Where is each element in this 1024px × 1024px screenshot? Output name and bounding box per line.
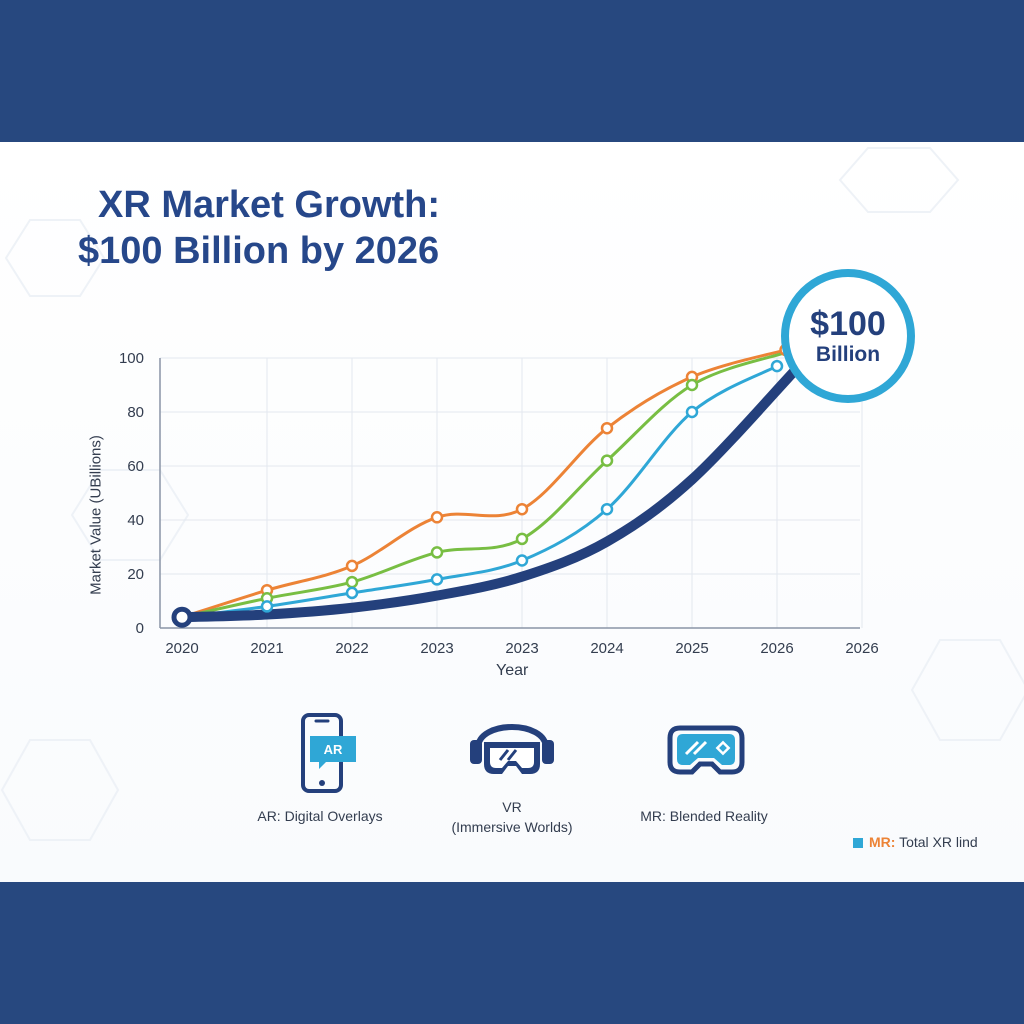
data-point-blue — [515, 554, 529, 567]
vr-headset-icon — [470, 724, 554, 774]
data-point-blue — [260, 600, 274, 613]
series-line-total-xr — [177, 366, 799, 623]
bottom-banner — [0, 882, 1024, 1024]
data-point-green — [685, 378, 699, 392]
data-point-blue — [770, 359, 784, 373]
x-tick-label: 2023 — [505, 640, 538, 657]
data-point-orange — [345, 559, 359, 573]
data-point-blue — [685, 405, 699, 419]
total-value-badge: $100 Billion — [781, 269, 915, 403]
ar-icon-text: AR — [324, 742, 343, 757]
data-point-blue — [430, 573, 444, 586]
legend-text: Total XR lind — [899, 834, 978, 850]
mr-goggles-icon — [667, 725, 745, 775]
x-tick-label: 2026 — [760, 640, 793, 657]
badge-unit: Billion — [815, 343, 881, 366]
badge-value: $100 — [810, 305, 886, 343]
series-line-blue — [180, 364, 779, 619]
x-tick-label: 2022 — [335, 640, 368, 657]
x-tick-label: 2023 — [420, 640, 453, 657]
y-tick-label: 80 — [127, 404, 144, 421]
top-banner — [0, 0, 1024, 142]
category-label-vr: VR (Immersive Worlds) — [420, 797, 604, 837]
chart-tick-labels: 0 20 40 60 80 100 2020 2021 2022 2023 2023 2024 2025… — [119, 350, 879, 657]
y-tick-label: 40 — [127, 512, 144, 529]
x-axis-title: Year — [496, 662, 529, 679]
x-tick-label: 2024 — [590, 640, 623, 657]
category-label-vr-title: VR — [502, 799, 522, 815]
y-tick-label: 0 — [136, 620, 144, 637]
legend: MR: Total XR lind — [853, 833, 978, 851]
chart-markers — [171, 343, 792, 628]
data-point-orange — [600, 421, 614, 435]
data-point-total-xr — [171, 606, 193, 628]
legend-prefix: MR: — [869, 834, 896, 850]
data-point-orange — [515, 502, 529, 516]
x-tick-label: 2020 — [165, 640, 198, 657]
y-tick-label: 60 — [127, 458, 144, 475]
y-tick-label: 20 — [127, 566, 144, 583]
series-line-orange — [180, 348, 787, 619]
category-label-mr: MR: Blended Reality — [640, 808, 768, 824]
chart-title-line1: XR Market Growth: — [98, 184, 441, 226]
chart-title-line2: $100 Billion by 2026 — [78, 230, 440, 272]
x-tick-label: 2026 — [845, 640, 878, 657]
chart-series — [177, 348, 799, 623]
hexagon-background-decoration — [0, 147, 1024, 841]
x-tick-label: 2021 — [250, 640, 283, 657]
data-point-blue — [345, 586, 359, 600]
category-label-ar: AR: Digital Overlays — [257, 808, 383, 824]
y-tick-label: 100 — [119, 350, 144, 367]
data-point-green — [345, 575, 359, 589]
x-tick-label: 2025 — [675, 640, 708, 657]
legend-swatch — [853, 838, 863, 849]
data-point-orange — [430, 511, 444, 524]
data-point-blue — [600, 502, 614, 516]
chart-axes — [159, 358, 860, 629]
data-point-green — [430, 546, 444, 559]
y-axis-title: Market Value (UBillions) — [87, 435, 105, 595]
smartphone-ar-icon: AR — [301, 713, 356, 793]
data-point-green — [515, 532, 529, 546]
data-point-green — [600, 454, 614, 467]
series-line-green — [180, 351, 787, 619]
category-label-vr-subtitle: (Immersive Worlds) — [451, 819, 573, 835]
